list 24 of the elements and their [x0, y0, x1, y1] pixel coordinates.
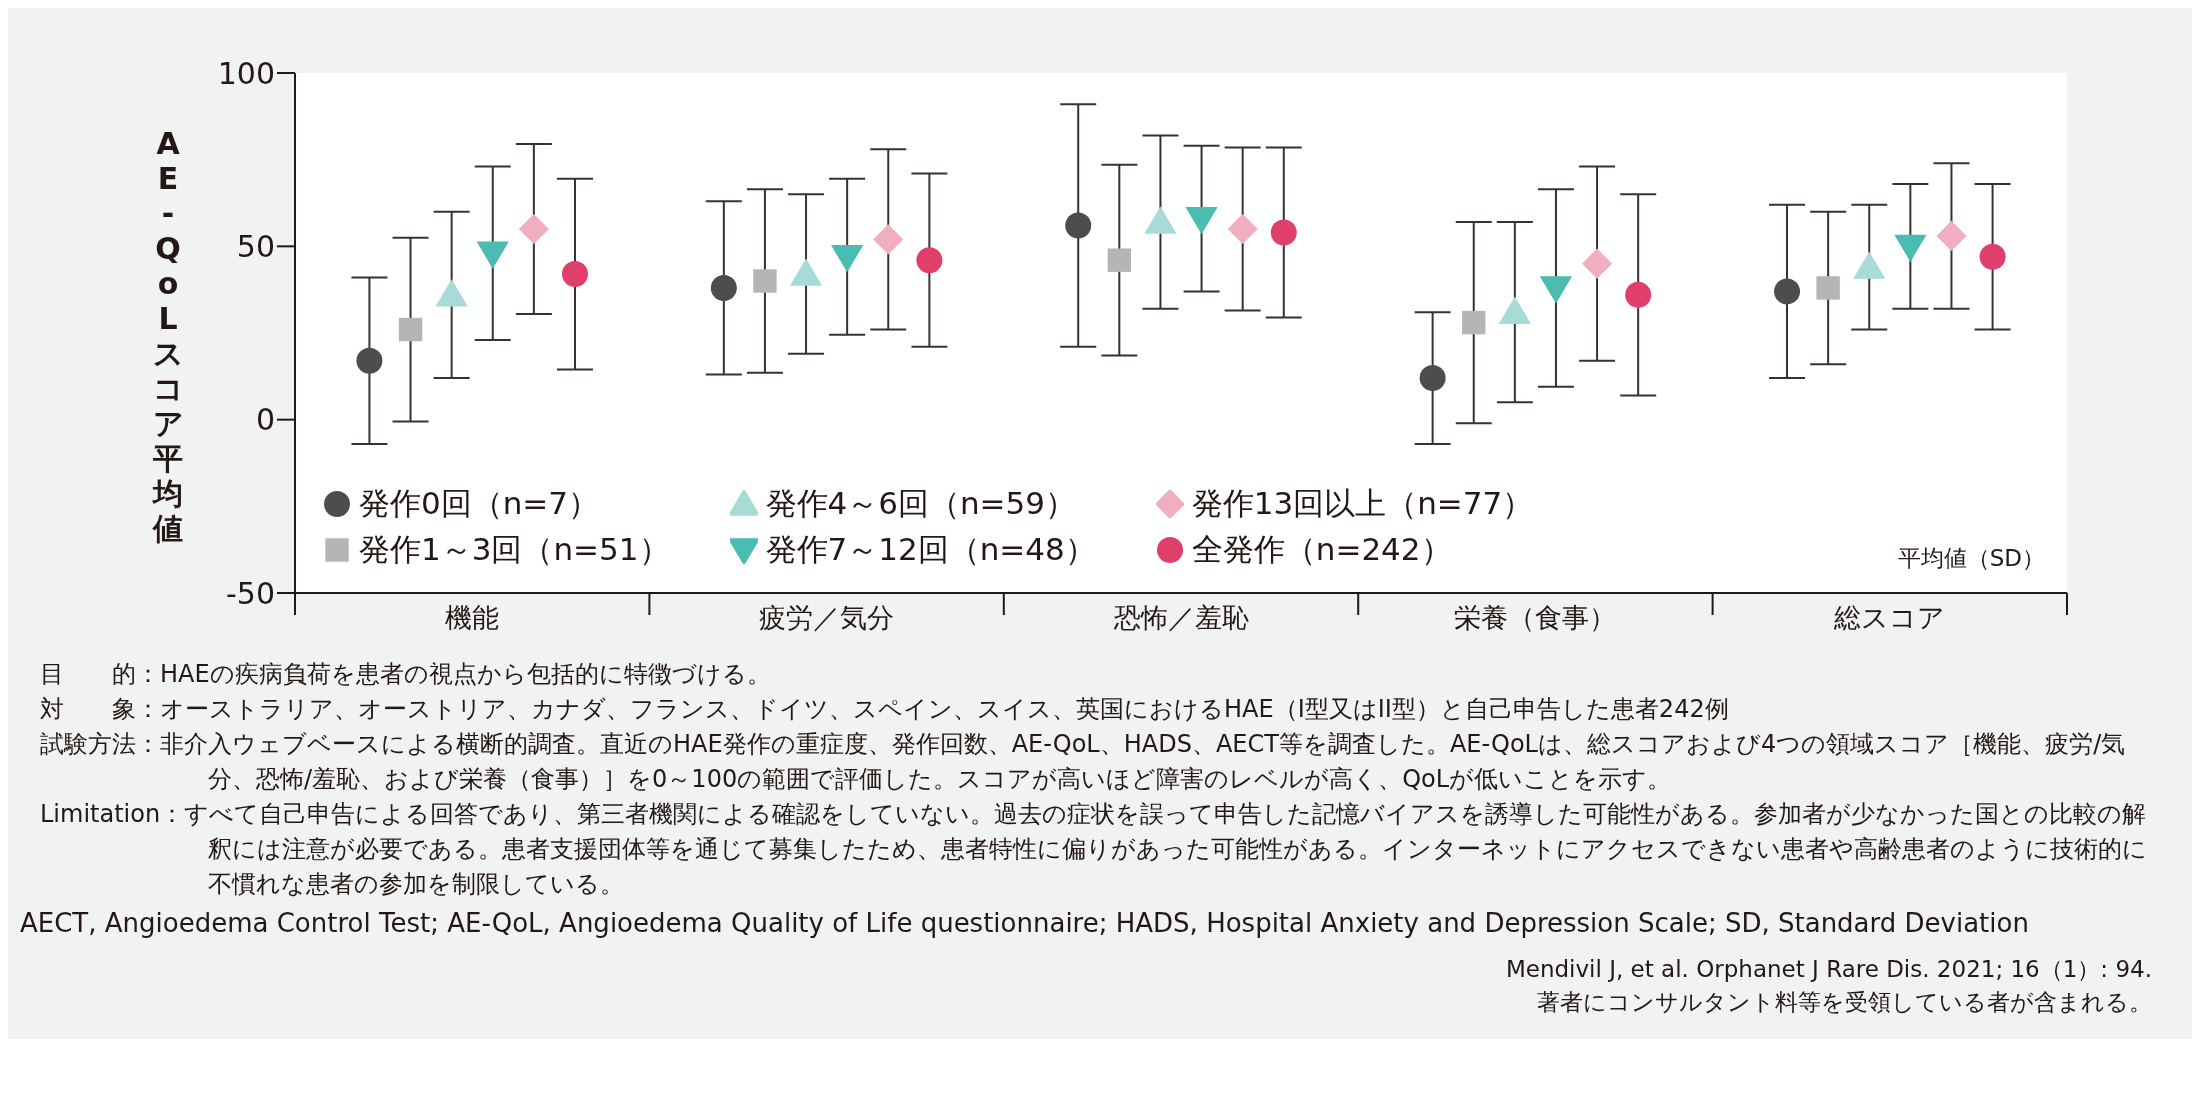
text: Mendivil J, et al. Orphanet J Rare Dis. 2021; 16（1）: 94.: [1504, 955, 2152, 984]
legend-label: 発作4～6回（n=59）: [765, 484, 1077, 523]
text: AE-QoLスコア平均値: [152, 126, 184, 546]
y-tick-label: 50: [236, 228, 275, 264]
text: 試験方法：非介入ウェブベースによる横断的調査。直近のHAE発作の重症度、発作回数、AE-QoL、HADS、AECT等を調査した。AE-QoLは、総スコアおよび4つの領域スコア［機能、疲労/気分、恐怖/羞恥、および栄養（食事）］を0～100の範囲で評価した。スコアが高いほど障害のレベルが高く、QoLが低いことを示す。: [40, 729, 2127, 795]
y-tick-label: -50: [226, 575, 275, 611]
x-tick-label: 機能: [445, 602, 500, 633]
legend-label: 全発作（n=242）: [1191, 530, 1452, 569]
text: Limitation：すべて自己申告による回答であり、第三者機関による確認をしていない。過去の症状を誤って申告した記憶バイアスを誘導した可能性がある。参加者が少なかった国との比較の解釈には注意が必要である。患者支援団体等を通じて募集したため、患者特性に偏りがあった可能性がある。インターネットにアクセスできない患者や高齢患者のように技術的に不慣れな患者の参加を制限している。: [40, 799, 2148, 900]
text: 著者にコンサルタント料等を受領している者が含まれる。: [1536, 988, 2152, 1017]
y-tick-label: 0: [255, 402, 275, 438]
text: AECT, Angioedema Control Test; AE-QoL, Angioedema Quality of Life questionnaire; HADS, Hospital Anxiety and Depression Scale; SD, Standard Deviation: [20, 907, 2030, 940]
legend-label: 発作1～3回（n=51）: [359, 530, 670, 569]
annotation: 平均値（SD）: [1897, 544, 2045, 573]
y-tick-label: 100: [217, 55, 275, 91]
x-tick-label: 総スコア: [1833, 602, 1946, 633]
legend-label: 発作7～12回（n=48）: [765, 530, 1096, 569]
x-tick-label: 恐怖／羞恥: [1112, 602, 1249, 633]
text: 対 象：オーストラリア、オーストリア、カナダ、フランス、ドイツ、スペイン、スイス、英国におけるHAE（I型又はII型）と自己申告した患者242例: [40, 694, 1730, 725]
text: 目 的：HAEの疾病負荷を患者の視点から包括的に特徴づける。: [40, 659, 772, 690]
x-tick-label: 栄養（食事）: [1454, 602, 1617, 633]
legend-label: 発作0回（n=7）: [359, 484, 600, 523]
x-tick-label: 疲労／気分: [759, 602, 895, 633]
legend-label: 発作13回以上（n=77）: [1191, 484, 1534, 523]
